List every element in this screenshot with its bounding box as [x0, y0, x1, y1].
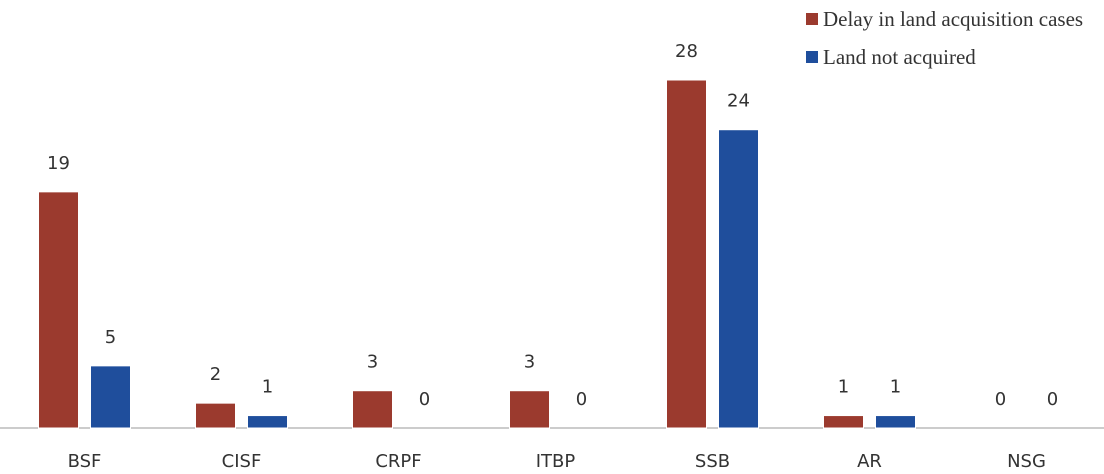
bar — [195, 402, 236, 429]
data-label: 19 — [47, 153, 70, 174]
x-tick-label: BSF — [68, 451, 102, 472]
x-tick-label: ITBP — [536, 451, 576, 472]
legend-item: Delay in land acquisition cases — [806, 4, 1096, 34]
data-label: 1 — [262, 377, 273, 398]
bar — [90, 365, 131, 429]
data-label: 3 — [367, 352, 378, 373]
bar — [352, 390, 393, 429]
bar — [718, 129, 759, 429]
data-label: 5 — [105, 327, 116, 348]
x-tick-label: SSB — [695, 451, 730, 472]
x-tick-label: AR — [857, 451, 882, 472]
data-label: 0 — [419, 389, 430, 410]
legend: Delay in land acquisition cases Land not … — [806, 4, 1096, 80]
data-label: 28 — [675, 41, 698, 62]
bar — [823, 415, 864, 429]
data-label: 1 — [838, 377, 849, 398]
bar — [38, 191, 79, 429]
x-tick-label: CRPF — [375, 451, 421, 472]
bar — [666, 79, 707, 429]
x-tick-label: NSG — [1007, 451, 1046, 472]
data-label: 1 — [890, 377, 901, 398]
legend-label: Delay in land acquisition cases — [823, 7, 1084, 31]
data-label: 0 — [995, 389, 1006, 410]
legend-item: Land not acquired — [806, 42, 1096, 72]
data-label: 3 — [524, 352, 535, 373]
bar — [247, 415, 288, 429]
data-label: 24 — [727, 91, 750, 112]
data-label: 2 — [210, 364, 221, 385]
x-tick-label: CISF — [222, 451, 262, 472]
legend-swatch — [806, 51, 818, 63]
data-label: 0 — [576, 389, 587, 410]
bar — [875, 415, 916, 429]
legend-label: Land not acquired — [823, 45, 976, 69]
legend-swatch — [806, 13, 818, 25]
data-label: 0 — [1047, 389, 1058, 410]
bar — [509, 390, 550, 429]
